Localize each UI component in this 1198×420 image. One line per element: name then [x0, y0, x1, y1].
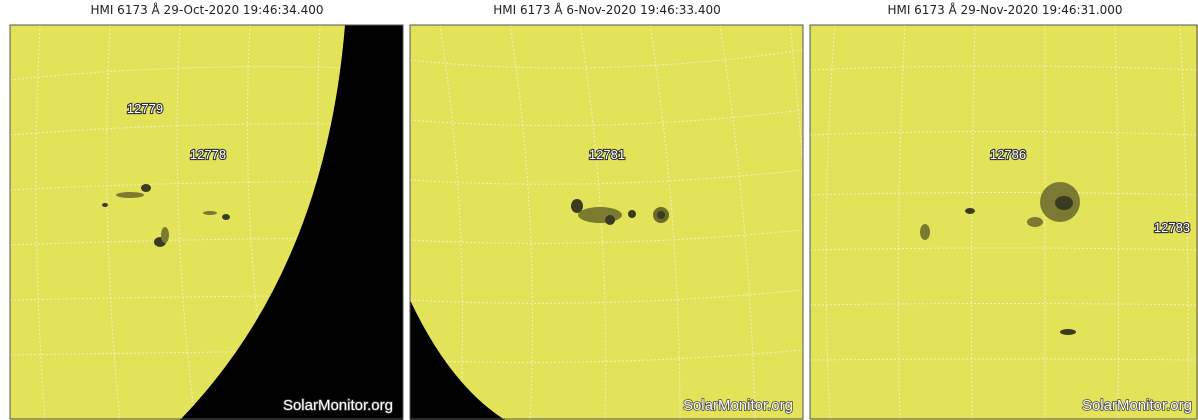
watermark: SolarMonitor.org	[283, 397, 393, 414]
solar-image	[810, 25, 1198, 420]
region-label: 12779	[127, 101, 163, 116]
panel-title: HMI 6173 Å 6-Nov-2020 19:46:33.400	[493, 2, 720, 17]
region-label: 12778	[190, 147, 226, 162]
region-label: 12786	[990, 147, 1026, 162]
watermark: SolarMonitor.org	[1082, 397, 1192, 414]
region-label: 12783	[1154, 220, 1190, 235]
region-label: 12781	[589, 147, 625, 162]
solar-image	[10, 25, 403, 420]
panel-title: HMI 6173 Å 29-Nov-2020 19:46:31.000	[887, 2, 1122, 17]
watermark: SolarMonitor.org	[683, 397, 793, 414]
solar-image	[410, 25, 820, 420]
panel-title: HMI 6173 Å 29-Oct-2020 19:46:34.400	[90, 2, 323, 17]
figure: HMI 6173 Å 29-Oct-2020 19:46:34.400 1277…	[0, 0, 1198, 420]
